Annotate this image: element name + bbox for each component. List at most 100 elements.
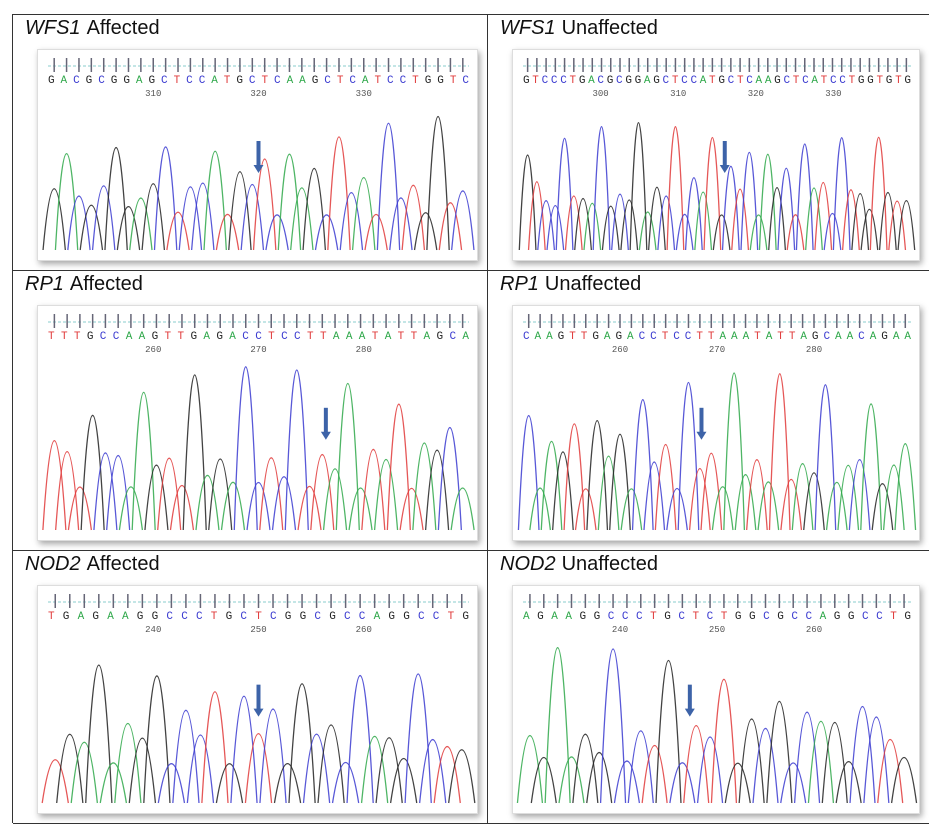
peak — [328, 137, 350, 250]
peak — [278, 154, 300, 250]
peak — [260, 458, 283, 530]
peak — [129, 738, 155, 803]
peak — [531, 757, 556, 803]
peak — [115, 724, 141, 803]
peak — [315, 215, 337, 250]
peak — [713, 215, 730, 250]
peak — [434, 747, 460, 803]
peak — [291, 188, 313, 250]
peak — [804, 473, 825, 530]
position-label: 280 — [806, 345, 822, 355]
chromatogram-plot: AGAAGGCCCTGCTCTGGCGCCAGGCCTG240250260 — [513, 586, 919, 813]
position-label: 330 — [356, 89, 372, 99]
chromatogram-plot: GTCCCTGACGCGGAGCTCCATGCTCAAGCTCATCCTGGTG… — [513, 50, 919, 260]
panel: NOD2AffectedTGAGAAGGCCCTGCTCGGCGCCAGGCCT… — [13, 551, 488, 824]
peak — [387, 404, 410, 530]
peak — [601, 649, 626, 803]
peak — [415, 213, 437, 250]
position-label: 270 — [250, 345, 266, 355]
peak — [564, 424, 585, 530]
peak — [80, 205, 102, 250]
peak — [667, 127, 684, 250]
peak — [753, 728, 778, 803]
peak — [452, 191, 474, 250]
position-label: 260 — [145, 345, 161, 355]
position-label: 240 — [145, 625, 161, 635]
peak — [711, 679, 736, 803]
peak — [333, 763, 359, 803]
peak — [420, 740, 446, 803]
peak — [229, 172, 251, 250]
position-label: 320 — [250, 89, 266, 99]
peak — [621, 200, 638, 250]
peak — [94, 453, 117, 530]
peak — [870, 137, 887, 250]
peak — [158, 764, 184, 803]
peak — [390, 198, 412, 250]
peak — [670, 763, 695, 803]
peak — [231, 696, 257, 803]
arrow-head — [254, 709, 264, 717]
peak — [245, 734, 271, 803]
peak — [864, 717, 889, 803]
arrow-head — [720, 165, 730, 173]
peak — [575, 489, 596, 530]
peak — [519, 155, 536, 250]
peak — [678, 382, 699, 530]
peak — [202, 692, 228, 803]
peak — [573, 734, 598, 803]
peak — [192, 183, 214, 250]
peak — [260, 709, 286, 803]
peak — [173, 710, 199, 803]
chromatogram-plot: TGAGAAGGCCCTGCTCGGCGCCAGGCCTG240250260 — [38, 586, 477, 813]
position-label: 270 — [709, 345, 725, 355]
peak — [426, 450, 449, 530]
peak — [769, 374, 790, 530]
peak — [285, 370, 308, 530]
peak — [781, 479, 802, 530]
peak — [732, 189, 749, 250]
peak — [439, 203, 461, 250]
peak — [105, 148, 127, 250]
peak — [750, 215, 767, 250]
position-label: 320 — [748, 89, 764, 99]
gene-name: RP1 — [25, 273, 64, 295]
peak — [559, 757, 584, 803]
peak — [55, 154, 77, 250]
peak — [735, 475, 756, 530]
peak — [273, 477, 296, 530]
position-label: 240 — [612, 625, 628, 635]
peak — [93, 186, 115, 250]
chromatogram: GTCCCTGACGCGGAGCTCCATGCTCAAGCTCATCCTGGTG… — [512, 49, 920, 261]
peak — [247, 482, 270, 530]
gene-name: NOD2 — [500, 553, 556, 575]
peak — [451, 488, 474, 530]
peak — [895, 444, 916, 530]
peak — [725, 763, 750, 803]
peak — [690, 469, 711, 530]
peak — [68, 196, 90, 250]
peak — [362, 736, 388, 803]
peak — [304, 734, 330, 803]
peak — [553, 452, 574, 530]
peak — [324, 469, 347, 530]
peak — [68, 487, 91, 530]
peak — [340, 193, 362, 250]
peak — [684, 726, 709, 803]
peak — [365, 215, 387, 250]
peak — [698, 737, 723, 803]
position-label: 280 — [356, 345, 372, 355]
position-label: 250 — [709, 625, 725, 635]
peak — [183, 375, 206, 530]
peak — [556, 138, 573, 250]
peak — [43, 441, 66, 530]
gene-name: WFS1 — [25, 17, 81, 39]
peak — [778, 168, 795, 250]
peak — [391, 759, 417, 803]
arrow-head — [685, 709, 695, 717]
